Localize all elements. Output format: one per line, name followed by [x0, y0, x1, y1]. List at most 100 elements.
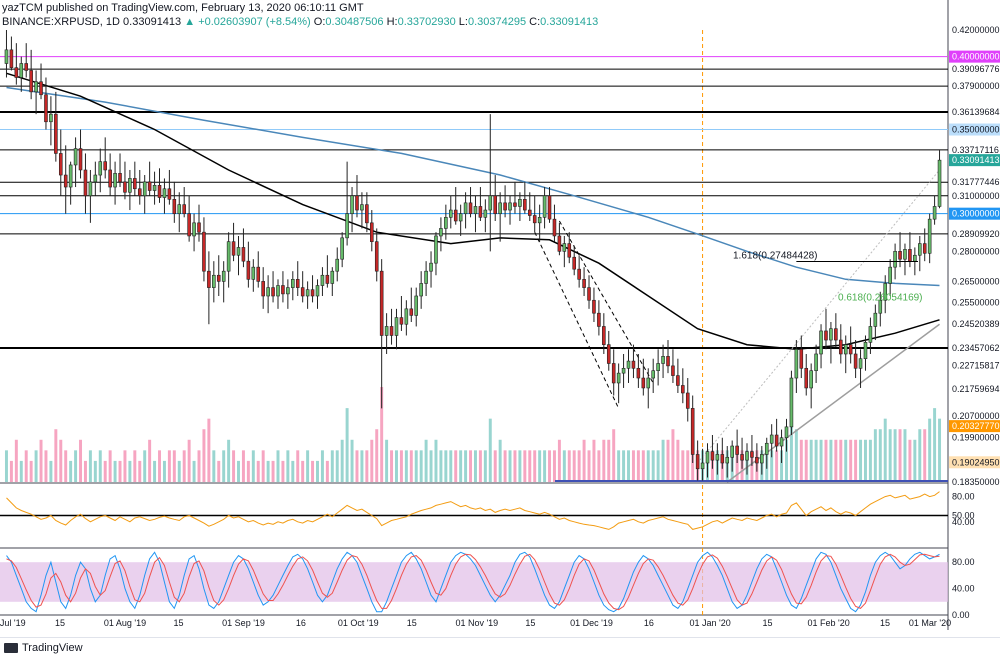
volume-bar — [631, 450, 635, 482]
volume-bar — [202, 429, 206, 482]
volume-bar — [69, 460, 73, 482]
candle-body — [868, 326, 873, 343]
volume-bar — [498, 439, 502, 482]
volume-bar — [878, 429, 882, 482]
candle-body — [128, 178, 132, 193]
candle-body — [853, 353, 858, 369]
volume-bar — [824, 439, 828, 482]
volume-bar — [449, 450, 453, 482]
candle-body — [760, 454, 764, 464]
volume-bar — [118, 460, 122, 482]
candle-body — [883, 283, 888, 301]
ohlc-line: BINANCE:XRPUSD, 1D 0.33091413 ▲ +0.02603… — [2, 15, 598, 29]
candle-body — [449, 209, 453, 218]
candle-body — [444, 217, 448, 229]
candle-body — [34, 81, 38, 93]
volume-bar — [666, 439, 670, 482]
candle-body — [49, 113, 53, 123]
publish-line: yazTCM published on TradingView.com, Feb… — [2, 1, 364, 15]
volume-bar — [567, 450, 571, 482]
candle-body — [774, 434, 779, 447]
candle-body — [597, 312, 601, 327]
candle-body — [409, 308, 414, 316]
candle-body — [562, 243, 567, 252]
volume-bar — [478, 450, 482, 482]
tradingview-icon — [4, 643, 18, 654]
candle-body — [834, 328, 838, 341]
candle-body — [103, 161, 107, 171]
publisher-name[interactable]: yazTCM — [2, 2, 43, 14]
price-tick-label: 0.20700000 — [952, 411, 1000, 421]
volume-bar — [222, 450, 226, 482]
time-tick-label: 01 Sep '19 — [222, 618, 265, 628]
candle-body — [295, 279, 300, 288]
volume-bar — [24, 450, 28, 482]
candle-body — [320, 274, 325, 286]
candle-body — [350, 195, 354, 214]
volume-bar — [143, 450, 147, 482]
volume-bar — [809, 439, 813, 482]
volume-bar — [345, 408, 349, 482]
candle-body — [315, 285, 320, 297]
price-label-bg — [949, 207, 1000, 220]
volume-bar — [938, 418, 942, 482]
price-label-bg — [949, 123, 1000, 136]
volume-bar — [473, 450, 477, 482]
volume-bar — [9, 460, 13, 482]
symbol-label[interactable]: BINANCE:XRPUSD, 1D — [2, 16, 120, 28]
candle-body — [858, 358, 863, 369]
candle-body — [764, 442, 769, 455]
volume-bar — [153, 460, 157, 482]
candle-body — [162, 188, 167, 198]
volume-bar — [296, 450, 300, 482]
publish-info: published on TradingView.com, February 1… — [46, 2, 364, 14]
candle-body — [661, 356, 665, 364]
chart-canvas[interactable]: 1.618(0.27484428) 0.618(0.26054169) 0.4200… — [0, 0, 1000, 636]
volume-bar — [241, 450, 245, 482]
volume-bar — [162, 460, 166, 482]
volume-bar — [360, 450, 364, 482]
candle-body — [710, 451, 715, 461]
volume-bar — [829, 439, 833, 482]
candle-body — [202, 231, 206, 272]
candle-body — [498, 202, 502, 214]
candle-body — [606, 344, 611, 364]
candle-body — [779, 437, 784, 447]
candle-body — [577, 268, 581, 280]
volume-bar — [251, 450, 255, 482]
stoch-band — [0, 562, 948, 602]
candle-body — [918, 243, 922, 256]
price-tick-label: 0.28909920 — [952, 229, 1000, 239]
low-value: 0.30374295 — [467, 16, 527, 28]
candle-body — [893, 251, 897, 268]
candle-body — [419, 283, 423, 297]
volume-bar — [883, 418, 887, 482]
volume-bar — [414, 450, 418, 482]
candle-body — [572, 256, 576, 270]
price-tick-label: 0.36139684 — [952, 107, 1000, 117]
volume-bar — [108, 450, 112, 482]
trendline-dotted — [697, 169, 940, 464]
candle-body — [582, 279, 586, 288]
volume-bar — [306, 450, 310, 482]
candle-body — [310, 289, 315, 297]
volume-bar — [390, 450, 394, 482]
candle-body — [374, 241, 379, 272]
time-tick-label: 15 — [407, 618, 417, 628]
volume-bar — [429, 450, 433, 482]
volume-bar — [419, 450, 423, 482]
price-tick-label: 0.42000000 — [952, 25, 1000, 35]
price-tick-label: 0.21759694 — [952, 384, 1000, 394]
candle-body — [725, 456, 730, 464]
volume-bar — [246, 460, 250, 482]
price-tick-label: 0.39096776 — [952, 64, 1000, 74]
candle-body — [44, 94, 48, 123]
volume-bar — [54, 429, 58, 482]
tradingview-logo[interactable]: TradingView — [4, 642, 83, 654]
candle-body — [819, 330, 823, 355]
candle-body — [814, 353, 818, 372]
candle-body — [799, 348, 804, 369]
candle-body — [133, 178, 137, 190]
volume-bar — [671, 429, 675, 482]
time-tick-label: 15 — [174, 618, 184, 628]
